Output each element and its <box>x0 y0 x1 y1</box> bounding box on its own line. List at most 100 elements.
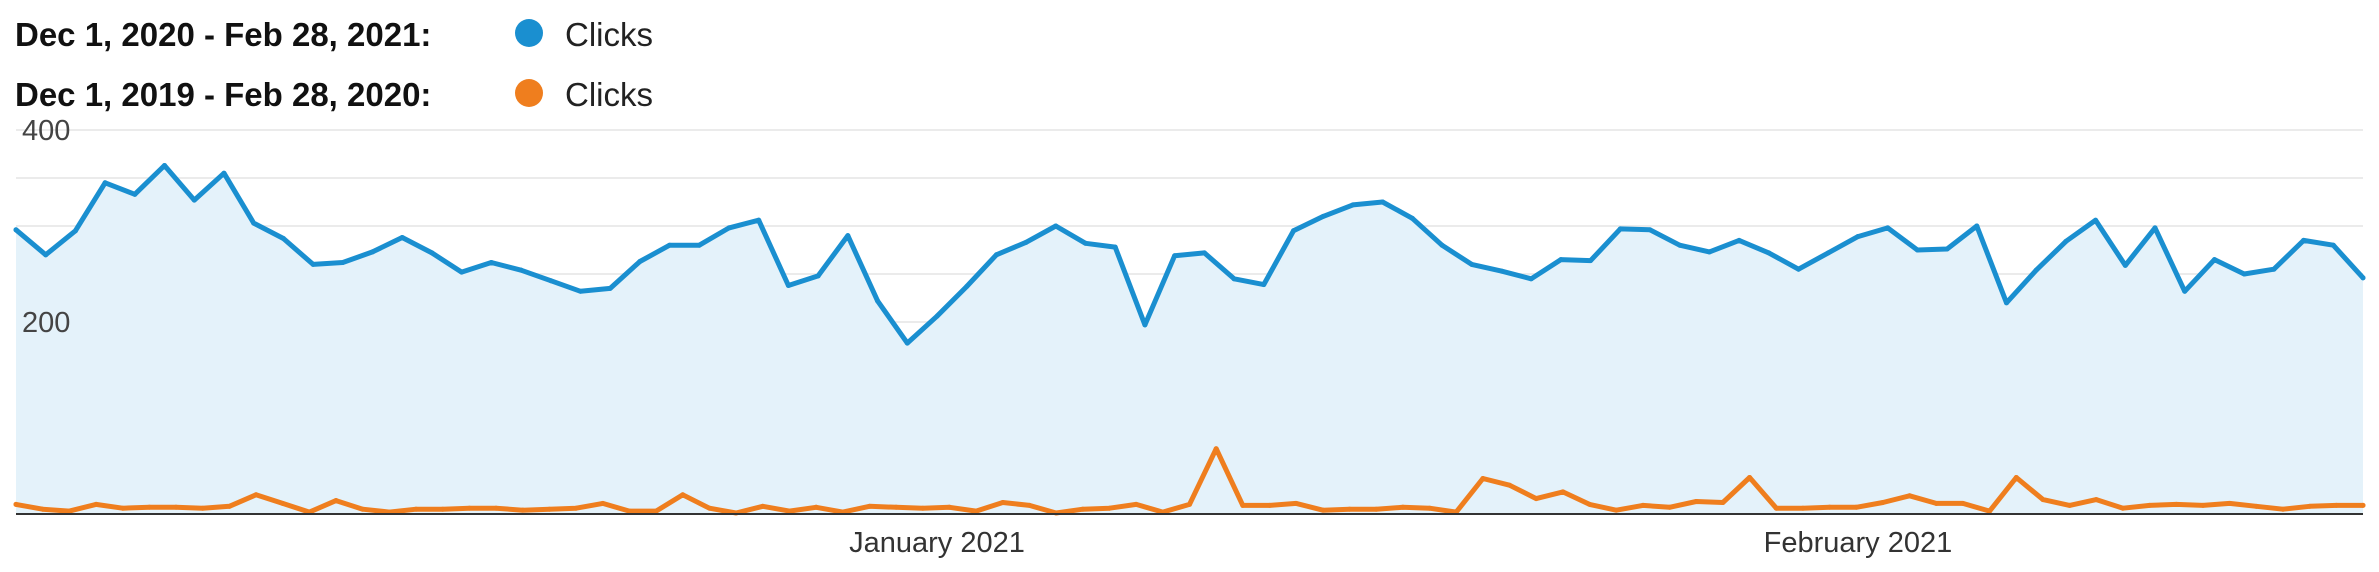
previous-series-point <box>146 504 152 510</box>
legend-previous-period[interactable]: Dec 1, 2019 - Feb 28, 2020: Clicks <box>15 63 1215 123</box>
previous-series-point <box>786 508 792 514</box>
current-series-point <box>1053 223 1059 229</box>
current-series-point <box>548 278 554 284</box>
current-series-point <box>310 261 316 267</box>
current-series-point <box>1350 202 1356 208</box>
current-series-point <box>1944 246 1950 252</box>
previous-series-point <box>1080 506 1086 512</box>
current-series-point <box>2360 275 2366 281</box>
previous-series-point <box>2147 502 2153 508</box>
previous-series-point <box>66 508 72 514</box>
current-series-point <box>1677 242 1683 248</box>
previous-series-point <box>626 508 632 514</box>
previous-series-point <box>40 506 46 512</box>
previous-series-point <box>866 503 872 509</box>
current-series-point <box>607 285 613 291</box>
current-series-point <box>1380 199 1386 205</box>
previous-series-point <box>1213 446 1219 452</box>
previous-series-point <box>360 506 366 512</box>
current-series-point <box>251 220 257 226</box>
previous-series-point <box>1240 502 1246 508</box>
legend-current-dot <box>515 19 543 47</box>
current-series-point <box>1528 276 1534 282</box>
previous-series-point <box>493 505 499 511</box>
current-series-point <box>488 259 494 265</box>
current-series-point <box>1736 237 1742 243</box>
previous-series-point <box>1427 505 1433 511</box>
previous-series-point <box>333 498 339 504</box>
current-series-point <box>1290 228 1296 234</box>
current-series-point <box>1172 253 1178 259</box>
previous-series-point <box>600 500 606 506</box>
previous-series-point <box>1640 502 1646 508</box>
previous-series-point <box>680 492 686 498</box>
current-series-point <box>2152 225 2158 231</box>
current-series-area <box>16 165 2363 514</box>
previous-series-point <box>1747 475 1753 481</box>
previous-series-point <box>200 505 206 511</box>
legend-previous-range: Dec 1, 2019 - Feb 28, 2020: <box>15 76 432 113</box>
previous-series-point <box>1880 499 1886 505</box>
current-series-point <box>637 259 643 265</box>
current-series-point <box>845 233 851 239</box>
current-series-point <box>1083 240 1089 246</box>
previous-series-point <box>253 492 259 498</box>
previous-series-point <box>653 508 659 514</box>
current-series-point <box>1855 234 1861 240</box>
previous-series-point <box>2200 502 2206 508</box>
current-series-point <box>2271 266 2277 272</box>
current-series-point <box>1142 322 1148 328</box>
current-series-point <box>2033 267 2039 273</box>
current-series-point <box>43 252 49 258</box>
current-series-point <box>191 197 197 203</box>
current-series-point <box>785 283 791 289</box>
current-series-point <box>1409 215 1415 221</box>
current-series-point <box>1023 239 1029 245</box>
current-series-point <box>2063 238 2069 244</box>
current-series-point <box>993 252 999 258</box>
previous-series-point <box>93 501 99 507</box>
current-series-point <box>1320 213 1326 219</box>
previous-series-point <box>1667 504 1673 510</box>
current-series-point <box>696 242 702 248</box>
current-series-point <box>577 288 583 294</box>
current-series-point <box>756 217 762 223</box>
current-series-point <box>2093 217 2099 223</box>
previous-series-point <box>920 505 926 511</box>
x-tick-label: February 2021 <box>1764 527 1953 559</box>
previous-series-point <box>520 507 526 513</box>
legend-previous-dot <box>515 79 543 107</box>
legend-current-period[interactable]: Dec 1, 2020 - Feb 28, 2021: Clicks <box>15 3 1215 63</box>
previous-series-point <box>280 500 286 506</box>
current-series-point <box>1647 227 1653 233</box>
current-series-point <box>72 228 78 234</box>
current-series-point <box>2241 271 2247 277</box>
legend-previous-metric: Clicks <box>565 76 653 113</box>
current-series-point <box>429 250 435 256</box>
current-series-point <box>2211 257 2217 263</box>
previous-series-point <box>1106 505 1112 511</box>
previous-series-point <box>1587 501 1593 507</box>
previous-series-point <box>413 506 419 512</box>
current-series-point <box>1766 250 1772 256</box>
previous-series-point <box>1533 496 1539 502</box>
current-series-point <box>1914 247 1920 253</box>
current-series-point <box>1825 250 1831 256</box>
previous-series-point <box>1987 508 1993 514</box>
current-series-point <box>875 298 881 304</box>
current-series-point <box>1974 223 1980 229</box>
current-series-point <box>964 283 970 289</box>
previous-series-point <box>1347 506 1353 512</box>
current-series-point <box>726 225 732 231</box>
current-series-point <box>2003 300 2009 306</box>
current-series-point <box>1706 249 1712 255</box>
previous-series-point <box>973 508 979 514</box>
previous-series-point <box>1853 504 1859 510</box>
previous-series-point <box>1293 500 1299 506</box>
previous-series-point <box>1267 502 1273 508</box>
x-tick-label: January 2021 <box>849 527 1025 559</box>
current-series-point <box>518 267 524 273</box>
previous-series-point <box>2360 502 2366 508</box>
current-series-point <box>2301 237 2307 243</box>
